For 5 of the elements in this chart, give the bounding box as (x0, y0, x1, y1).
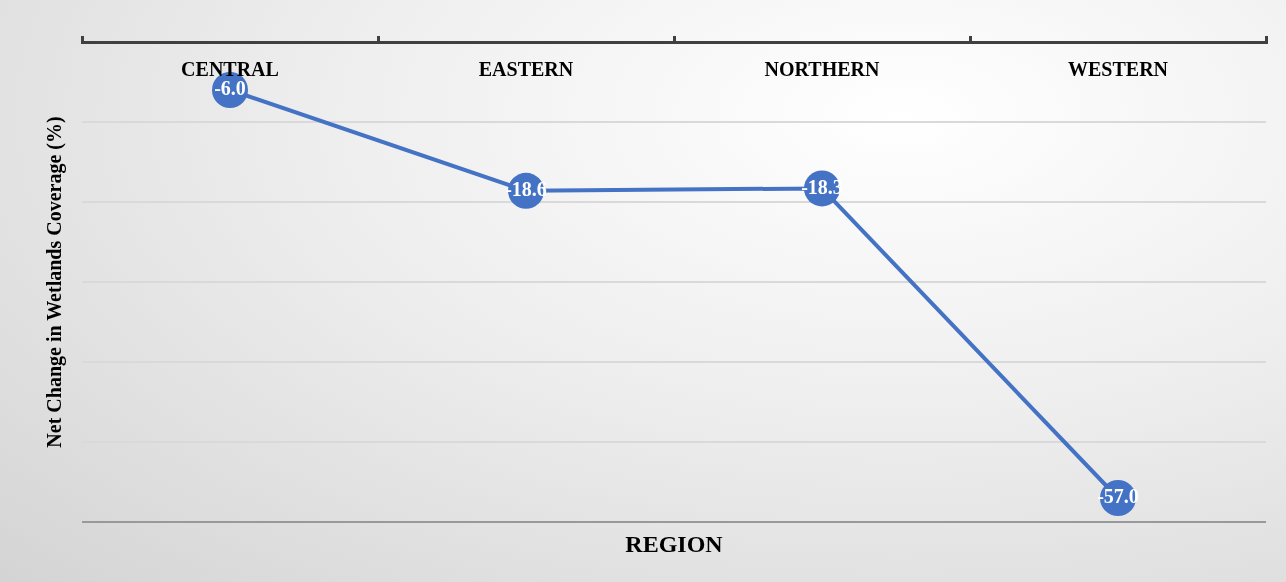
x-tick-label: WESTERN (1067, 58, 1169, 81)
x-axis-title: REGION (625, 531, 724, 558)
x-tick-label: EASTERN (478, 58, 574, 81)
x-tick-label: NORTHERN (764, 58, 880, 81)
y-axis-title: Net Change in Wetlands Coverage (%) (43, 116, 67, 448)
